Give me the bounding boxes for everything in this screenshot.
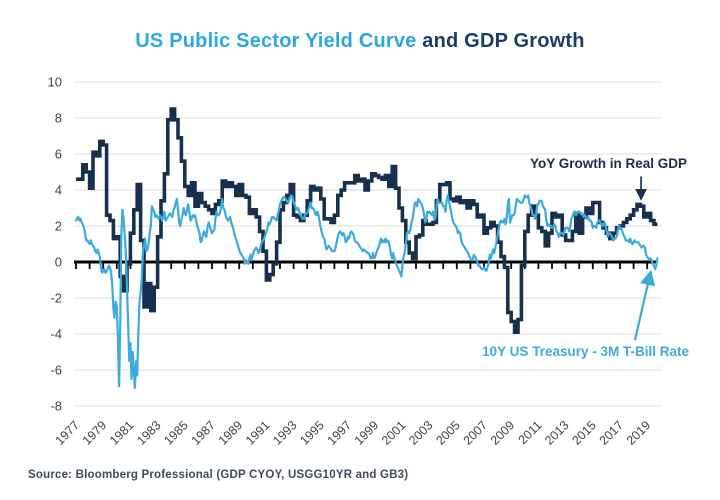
y-tick-label: -6 — [50, 363, 62, 378]
x-tick-label: 1999 — [352, 418, 382, 448]
x-tick-label: 1983 — [134, 418, 164, 448]
y-tick-label: 6 — [55, 147, 62, 162]
x-tick-label: 1991 — [243, 418, 273, 448]
x-tick-label: 1981 — [107, 418, 137, 448]
annotation-spread-label: 10Y US Treasury - 3M T-Bill Rate — [482, 344, 689, 359]
y-tick-label: 4 — [55, 183, 62, 198]
chart-canvas: 1086420-2-4-6-81977197919811983198519871… — [48, 75, 662, 448]
chart-title-primary: US Public Sector Yield Curve — [135, 30, 417, 52]
chart-title-secondary: and GDP Growth — [416, 30, 585, 52]
x-tick-label: 1987 — [189, 418, 219, 448]
x-tick-label: 2009 — [488, 418, 518, 448]
chart-title: US Public Sector Yield Curve and GDP Gro… — [0, 30, 720, 53]
y-tick-label: -8 — [50, 399, 62, 414]
x-tick-label: 2019 — [624, 418, 654, 448]
annotation-arrow — [633, 269, 656, 341]
x-tick-label: 2013 — [542, 418, 572, 448]
y-tick-label: 8 — [55, 111, 62, 126]
x-tick-label: 1977 — [53, 418, 83, 448]
x-tick-label: 2015 — [569, 418, 599, 448]
x-tick-label: 2001 — [379, 418, 409, 448]
x-tick-label: 1995 — [297, 418, 327, 448]
x-tick-label: 1997 — [325, 418, 355, 448]
source-note: Source: Bloomberg Professional (GDP CYOY… — [28, 469, 409, 481]
series-line-10y-3m-spread — [74, 194, 659, 390]
y-tick-label: 10 — [48, 75, 62, 90]
x-tick-label: 1993 — [270, 418, 300, 448]
x-tick-label: 2003 — [406, 418, 436, 448]
annotation-gdp-label: YoY Growth in Real GDP — [529, 156, 687, 171]
x-tick-label: 2011 — [516, 418, 545, 447]
y-tick-label: -2 — [50, 291, 62, 306]
x-tick-label: 2017 — [597, 418, 627, 448]
series-line-gdp-yoy — [76, 107, 658, 334]
x-tick-label: 2007 — [461, 418, 491, 448]
x-tick-label: 1979 — [80, 418, 110, 448]
y-tick-label: 2 — [55, 219, 62, 234]
y-tick-label: -4 — [50, 327, 62, 342]
x-tick-label: 2005 — [433, 418, 463, 448]
x-tick-label: 1985 — [161, 418, 191, 448]
x-tick-label: 1989 — [216, 418, 246, 448]
y-tick-label: 0 — [55, 255, 62, 270]
